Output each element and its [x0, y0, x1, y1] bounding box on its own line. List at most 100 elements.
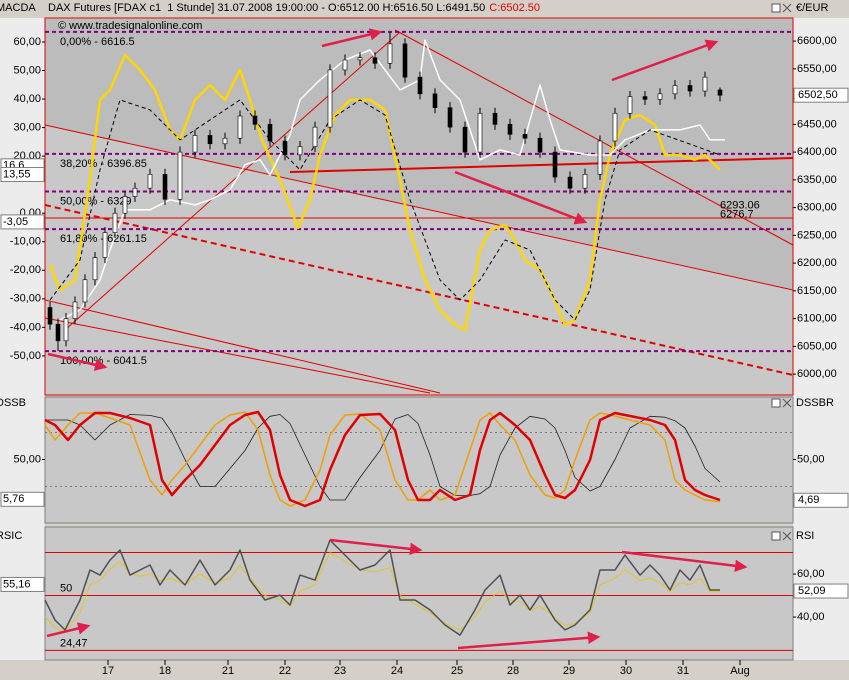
right-tick-label: 6000,00	[797, 368, 837, 380]
trendline	[45, 317, 431, 394]
candle-body	[597, 140, 603, 175]
maximize-button[interactable]	[771, 398, 781, 408]
candle-body	[282, 140, 288, 156]
value-box-label: 5,76	[3, 493, 24, 505]
candle-body	[177, 151, 183, 200]
right-tick-label: 6550,00	[797, 63, 837, 75]
x-tick-label: 23	[334, 665, 346, 677]
candle-body	[432, 93, 438, 108]
value-box-label: 13,55	[3, 168, 31, 180]
left-tick-label: 30,00	[13, 121, 41, 133]
chart-title: DAX Futures [FDAX c1 1 Stunde] 31.07.200…	[48, 2, 485, 14]
candle-body	[462, 126, 468, 153]
close-price: C:6502.50	[489, 2, 540, 14]
line-series	[45, 414, 721, 501]
candle-body	[627, 96, 633, 114]
line-series	[44, 552, 720, 633]
x-tick-label: 25	[451, 665, 463, 677]
arrow	[611, 39, 719, 82]
value-box-label: 4,69	[798, 494, 819, 506]
candle-body	[252, 115, 258, 125]
value-box-label: -3,05	[3, 216, 28, 228]
candle-body	[687, 85, 693, 92]
left-tick-label: -20,00	[10, 264, 41, 276]
candle-body	[312, 126, 318, 147]
annotation: 6293.06	[720, 199, 760, 211]
level-label: 50,00% - 6329	[60, 195, 132, 207]
candle-body	[567, 176, 573, 189]
left-tick-label: 60,00	[13, 36, 41, 48]
x-tick-label: Aug	[730, 665, 750, 677]
x-tick-label: 18	[159, 665, 171, 677]
candle-body	[582, 174, 588, 189]
arrow	[454, 170, 588, 225]
level-label: 0,00% - 6616.5	[60, 36, 135, 48]
right-tick-label: 6050,00	[797, 340, 837, 352]
candle-body	[297, 146, 303, 156]
value-box	[0, 214, 45, 230]
candle-body	[55, 323, 61, 342]
maximize-button[interactable]	[771, 3, 781, 13]
right-tick-label: 6400,00	[797, 146, 837, 158]
value-box-label: 52,09	[798, 585, 826, 597]
left-tick-label: -30,00	[10, 293, 41, 305]
value-box	[793, 87, 849, 103]
close-button[interactable]	[782, 398, 792, 408]
x-tick-label: 29	[563, 665, 575, 677]
annotation: 6276.7	[720, 208, 754, 220]
candle-body	[267, 124, 273, 142]
candle-body	[342, 59, 348, 71]
level-label: 38,20% - 6396.85	[60, 158, 147, 170]
trendline	[45, 299, 441, 394]
close-button[interactable]	[782, 3, 792, 13]
left-axis-area	[0, 18, 45, 660]
candle-body	[222, 137, 228, 145]
source: © www.tradesignalonline.com	[58, 20, 202, 32]
line-series	[59, 39, 725, 321]
y-axis-label: DSSB	[0, 397, 26, 409]
candle-body	[552, 151, 558, 178]
right-tick-label: 6600,00	[797, 35, 837, 47]
value-box	[793, 583, 849, 599]
right-tick-label: 6250,00	[797, 229, 837, 241]
chart-header: DAX Futures [FDAX c1 1 Stunde] 31.07.200…	[48, 2, 540, 14]
candle-body	[72, 301, 78, 319]
price-frame	[44, 17, 794, 396]
arrow	[621, 550, 748, 572]
maximize-button[interactable]	[771, 531, 781, 541]
candle-body	[162, 174, 168, 200]
y-axis-label: RSIC	[0, 530, 22, 542]
candle-body	[237, 115, 243, 139]
candle-body	[717, 89, 723, 96]
right-tick-label: 60,00	[797, 568, 825, 580]
candle-body	[47, 307, 53, 325]
candle-body	[537, 137, 543, 153]
left-tick-label: -40,00	[10, 321, 41, 333]
left-tick-label: 50,00	[13, 64, 41, 76]
right-tick-label: 6450,00	[797, 118, 837, 130]
candle-body	[122, 196, 128, 214]
value-box-label: 55,16	[3, 578, 31, 590]
candle-body	[387, 43, 393, 64]
value-box	[793, 492, 849, 508]
x-tick-label: 22	[279, 665, 291, 677]
right-tick-label: 6150,00	[797, 285, 837, 297]
arrow	[47, 352, 108, 371]
line-series	[44, 410, 721, 508]
candle-body	[82, 279, 88, 303]
candle-body	[417, 76, 423, 95]
candle-body	[147, 174, 153, 189]
right-axis-area	[793, 18, 849, 660]
trendlines	[45, 29, 793, 394]
trendline	[394, 29, 793, 246]
value-box	[0, 491, 45, 507]
x-tick-label: 21	[222, 665, 234, 677]
candle-body	[522, 134, 528, 139]
level-label: 100,00% - 6041.5	[60, 355, 147, 367]
close-button[interactable]	[782, 531, 792, 541]
right-tick-label: 6350,00	[797, 174, 837, 186]
candle-body	[92, 257, 98, 281]
y2-axis-label: RSI	[796, 530, 814, 542]
